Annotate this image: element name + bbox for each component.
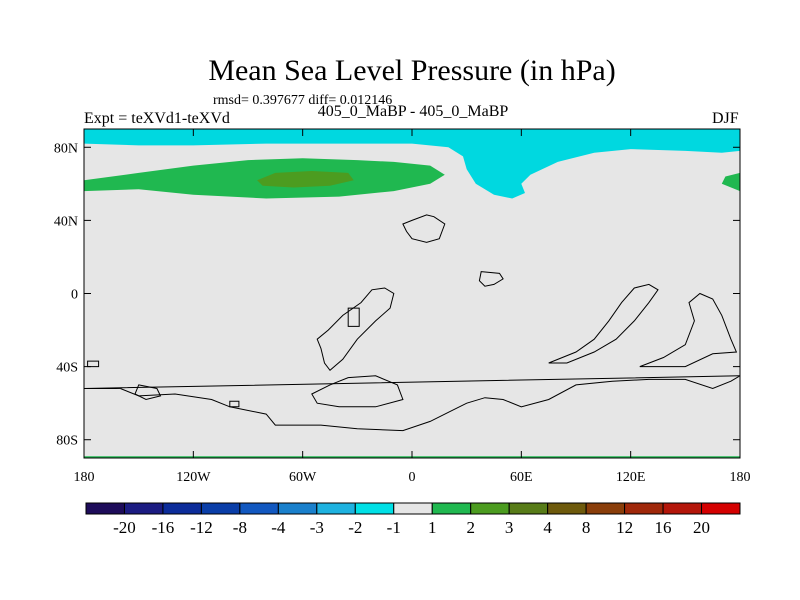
rmsd-diff-stats: rmsd= 0.397677 diff= 0.012146 xyxy=(213,93,393,108)
colorbar-swatch xyxy=(316,502,356,515)
colorbar-swatch xyxy=(200,502,241,515)
x-tick-label: 180 xyxy=(74,470,95,485)
colorbar-label: 3 xyxy=(505,518,514,537)
run-pair-label: 405_0_MaBP - 405_0_MaBP xyxy=(317,103,509,120)
colorbar-swatch xyxy=(701,502,741,515)
colorbar-label: 12 xyxy=(616,518,633,537)
contour-south-atlantic-loop xyxy=(311,375,404,408)
colorbar-label: 8 xyxy=(582,518,591,537)
region-pacific-core-positive xyxy=(257,171,354,188)
colorbar-label: -16 xyxy=(152,518,175,537)
x-tick-label: 120W xyxy=(176,470,211,485)
x-tick-label: 0 xyxy=(409,470,416,485)
contour-antarctic-coast xyxy=(84,375,740,432)
colorbar-swatch xyxy=(547,502,587,515)
colorbar-label: -20 xyxy=(113,518,136,537)
colorbar-label: 20 xyxy=(693,518,710,537)
y-tick-label: 80N xyxy=(54,141,78,156)
y-tick-label: 0 xyxy=(71,288,78,303)
contour-indian-ocean-ridge xyxy=(548,283,659,364)
contour-west-pacific-blob xyxy=(87,360,100,368)
colorbar-swatch xyxy=(123,502,164,515)
colorbar-label: -1 xyxy=(387,518,401,537)
colorbar-label: -4 xyxy=(271,518,286,537)
colorbar-label: 4 xyxy=(543,518,552,537)
colorbar-swatch xyxy=(162,502,202,515)
experiment-label: Expt = teXVd1-teXVd xyxy=(84,110,230,127)
y-tick-label: 80S xyxy=(56,434,78,449)
colorbar-swatch xyxy=(431,502,472,515)
contour-small-south-blob xyxy=(229,400,240,408)
colorbar-label: 16 xyxy=(655,518,672,537)
contour-south-america-ridge xyxy=(316,287,395,372)
region-east-edge-positive xyxy=(721,172,740,192)
x-tick-label: 180 xyxy=(730,470,751,485)
contour-pacific-ridge xyxy=(639,292,738,368)
contour-europe-blob xyxy=(402,214,446,243)
x-tick-label: 60W xyxy=(289,470,317,485)
colorbar-swatch xyxy=(662,502,703,515)
region-arctic-negative xyxy=(84,129,740,199)
x-tick-label: 60E xyxy=(510,470,533,485)
colorbar-label: -12 xyxy=(190,518,213,537)
season-label: DJF xyxy=(712,110,739,127)
colorbar-swatch xyxy=(470,502,510,515)
colorbar: -20 -16 -12 -8 -4 -3 -2 -1 1 2 3 4 8 12 16 20 xyxy=(85,502,741,537)
chart-title: Mean Sea Level Pressure (in hPa) xyxy=(208,54,616,87)
contour-mid-atlantic-box xyxy=(347,307,360,327)
colorbar-label: -3 xyxy=(310,518,324,537)
colorbar-swatch xyxy=(277,502,318,515)
colorbar-label: 1 xyxy=(428,518,437,537)
colorbar-swatch xyxy=(354,502,395,515)
colorbar-swatch xyxy=(508,502,549,515)
map-layer xyxy=(84,129,740,458)
colorbar-swatch xyxy=(585,502,626,515)
colorbar-label: -2 xyxy=(348,518,362,537)
colorbar-swatch xyxy=(624,502,664,515)
contour-arabia-blob xyxy=(478,271,504,287)
colorbar-label: -8 xyxy=(233,518,247,537)
x-tick-label: 120E xyxy=(616,470,646,485)
colorbar-label: 2 xyxy=(466,518,475,537)
contour-south-pacific-blob xyxy=(134,384,162,401)
colorbar-swatch xyxy=(239,502,279,515)
y-tick-label: 40N xyxy=(54,214,78,229)
colorbar-swatch xyxy=(393,502,433,515)
y-tick-label: 40S xyxy=(56,361,78,376)
colorbar-swatch xyxy=(85,502,125,515)
